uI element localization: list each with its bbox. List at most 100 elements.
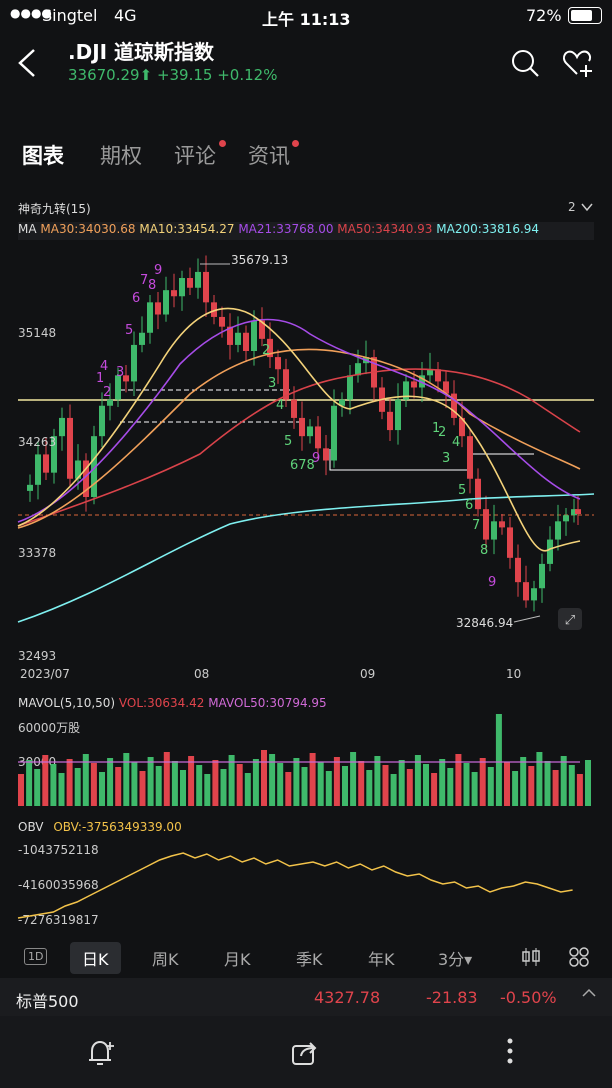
more-options-icon[interactable]: [500, 1036, 520, 1066]
volume-bar: [196, 765, 203, 806]
candle-body: [243, 332, 249, 352]
volume-bar: [350, 752, 357, 806]
mavol-label: MAVOL(5,10,50): [18, 696, 116, 710]
y-axis-label: 35148: [18, 326, 56, 340]
volume-bar: [188, 756, 195, 806]
candle-body: [419, 375, 425, 388]
add-watchlist-icon[interactable]: [562, 48, 596, 78]
battery-icon: [568, 7, 602, 24]
volume-bar: [90, 763, 97, 806]
volume-bar: [455, 754, 462, 806]
td-number-purple: 4: [100, 359, 108, 374]
candle-body: [323, 448, 329, 461]
fullscreen-button[interactable]: [558, 608, 582, 630]
related-index-bar[interactable]: 标普500 4327.78 -21.83 -0.50%: [0, 978, 612, 1016]
candle-body: [251, 320, 257, 352]
low-annotation: 32846.94: [456, 616, 513, 630]
tab-news[interactable]: 资讯: [248, 144, 290, 168]
alert-bell-icon[interactable]: [86, 1038, 116, 1068]
candle-body: [27, 484, 33, 491]
tab-options[interactable]: 期权: [100, 144, 142, 168]
volume-bar: [528, 766, 535, 806]
candle-body: [35, 454, 41, 485]
td-number-green: 5: [284, 434, 292, 449]
td-number-purple: 3: [116, 365, 124, 380]
volume-bar: [228, 755, 235, 806]
volume-bar: [309, 753, 316, 806]
candle-body: [491, 521, 497, 540]
volume-axis-top: 60000万股: [18, 721, 80, 735]
period-year-k[interactable]: 年K: [368, 950, 395, 969]
volume-bar: [123, 753, 130, 806]
grid-menu-icon[interactable]: [568, 946, 590, 968]
td-number-purple: 2: [103, 385, 111, 400]
candle-body: [275, 357, 281, 370]
candle-body: [435, 369, 441, 382]
signal-icon: ●●●●: [10, 6, 52, 20]
period-3min[interactable]: 3分▾: [438, 950, 473, 969]
candle-body: [555, 521, 561, 540]
volume-bar: [560, 756, 567, 806]
battery-text: 72%: [526, 6, 562, 25]
volume-bar: [414, 755, 421, 806]
back-arrow-icon[interactable]: [16, 48, 40, 78]
volume-bar: [293, 758, 300, 806]
volume-bar: [212, 760, 219, 806]
candle-body: [475, 478, 481, 510]
obv-label: OBV: [18, 820, 44, 834]
notification-dot: [219, 140, 226, 147]
volume-bar: [585, 760, 591, 806]
td-number-green: 678: [290, 458, 315, 473]
search-icon[interactable]: [510, 48, 540, 78]
chevron-up-icon[interactable]: [582, 988, 596, 998]
status-bar: ●●●● Singtel 4G 上午 11:13 72%: [0, 0, 612, 32]
volume-chart: 60000万股 30000: [18, 714, 591, 806]
period-day-k[interactable]: 日K: [70, 942, 121, 974]
period-1d[interactable]: 1D: [24, 948, 48, 965]
tab-comments[interactable]: 评论: [174, 144, 216, 168]
volume-bar: [171, 761, 178, 806]
volume-bar: [536, 752, 543, 806]
volume-bar: [447, 768, 454, 806]
candlestick-chart[interactable]: 35148 34263 33378 32493 2023/07 08 09 10…: [0, 244, 612, 684]
header: .DJI 道琼斯指数 33670.29⬆ +39.15 +0.12%: [0, 32, 612, 102]
volume-bar: [261, 750, 267, 806]
indicator-name[interactable]: 神奇九转(15): [18, 202, 91, 216]
td-number-green: 2: [438, 425, 446, 440]
chevron-down-icon[interactable]: [581, 202, 593, 212]
volume-bar: [431, 773, 438, 806]
candle-body: [235, 332, 241, 345]
volume-bar: [520, 757, 527, 806]
share-icon[interactable]: [290, 1038, 320, 1068]
ma200-value: MA200:33816.94: [436, 222, 540, 236]
period-week-k[interactable]: 周K: [152, 950, 179, 969]
period-month-k[interactable]: 月K: [224, 950, 251, 969]
period-selector: 1D 日K 周K 月K 季K 年K 3分▾: [0, 940, 612, 974]
candlestick-icon[interactable]: [520, 946, 542, 968]
candle-body: [67, 417, 73, 479]
ma-label: MA: [18, 222, 37, 236]
td-number-green: 4: [452, 435, 460, 450]
x-axis-label: 08: [194, 667, 209, 681]
candle-body: [515, 557, 521, 583]
volume-bar: [66, 759, 73, 806]
candle-body: [203, 271, 209, 303]
clock: 上午 11:13: [262, 10, 351, 29]
candle-body: [43, 454, 49, 473]
notification-dot: [292, 140, 299, 147]
volume-bar: [50, 764, 57, 806]
carrier: Singtel: [42, 6, 98, 25]
bottom-toolbar: [0, 1016, 612, 1088]
candle-body: [299, 417, 305, 437]
x-axis-label: 09: [360, 667, 375, 681]
candle-body: [75, 460, 81, 479]
high-annotation: 35679.13: [231, 253, 288, 267]
volume-bar: [82, 754, 89, 806]
obv-axis-label: -7276319817: [18, 913, 99, 927]
obv-axis-label: -4160035968: [18, 878, 99, 892]
volume-bar: [439, 759, 446, 806]
candle-body: [195, 271, 201, 288]
period-quarter-k[interactable]: 季K: [296, 950, 323, 969]
tab-chart[interactable]: 图表: [22, 144, 64, 168]
td-number-purple: 7: [140, 273, 148, 288]
